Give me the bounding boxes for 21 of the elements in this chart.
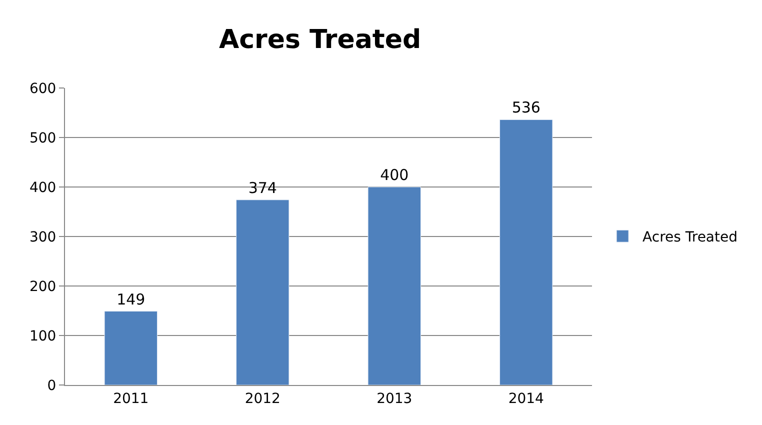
- y-tick-label: 0: [47, 378, 56, 394]
- y-tick-label: 400: [29, 180, 56, 196]
- data-label: 536: [512, 98, 540, 117]
- x-tick-label: 2012: [244, 390, 280, 407]
- bar: [104, 311, 158, 385]
- x-tick-label: 2011: [113, 390, 149, 407]
- bar: [500, 119, 553, 385]
- data-label: 149: [116, 290, 146, 308]
- chart-title: Acres Treated: [219, 24, 422, 55]
- y-tick-label: 200: [29, 278, 56, 295]
- y-tick-label: 300: [29, 229, 56, 246]
- bar: [236, 200, 290, 385]
- y-tick-label: 100: [29, 328, 56, 344]
- x-tick-label: 2014: [508, 390, 544, 407]
- x-tick-label: 2013: [376, 390, 412, 407]
- legend-label: Acres Treated: [642, 230, 738, 246]
- bar: [368, 186, 421, 385]
- y-tick-label: 500: [29, 130, 56, 146]
- data-label: 374: [248, 178, 277, 197]
- y-tick-label: 600: [29, 80, 56, 97]
- data-label: 400: [380, 166, 409, 184]
